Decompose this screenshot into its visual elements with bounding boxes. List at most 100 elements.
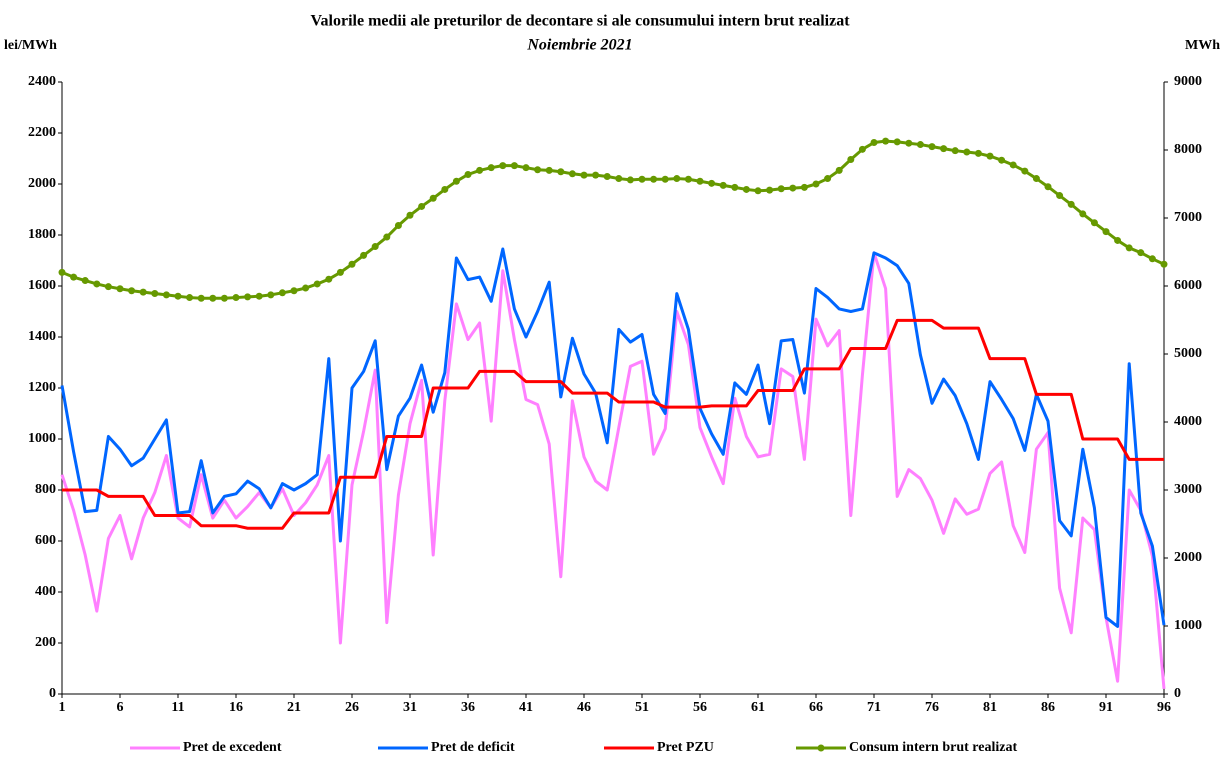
series-marker — [1067, 200, 1075, 208]
legend-label: Pret de deficit — [431, 740, 515, 755]
x-tick-label: 21 — [287, 700, 301, 715]
series-marker — [858, 145, 866, 153]
series-line — [61, 139, 1165, 300]
series-marker — [1148, 255, 1156, 263]
series-marker — [1125, 244, 1133, 252]
series-marker — [162, 291, 170, 299]
series-marker — [70, 273, 78, 281]
series-marker — [545, 166, 553, 174]
x-tick-label: 16 — [229, 700, 243, 715]
series-marker — [116, 285, 124, 293]
x-tick-label: 76 — [925, 700, 939, 715]
series-marker — [998, 156, 1006, 164]
series-marker — [1090, 219, 1098, 227]
y-tick-label: 2200 — [28, 125, 56, 140]
series-marker — [452, 177, 460, 185]
series-line — [60, 247, 1166, 628]
series-marker — [974, 149, 982, 157]
legend-label: Consum intern brut realizat — [849, 740, 1017, 755]
series-marker — [441, 185, 449, 193]
series-marker — [766, 186, 774, 194]
y-tick-label: 400 — [35, 584, 56, 599]
series-marker — [708, 179, 716, 187]
series-marker — [1160, 260, 1168, 268]
series-marker — [290, 287, 298, 295]
x-tick-label: 26 — [345, 700, 359, 715]
series-marker — [1021, 167, 1029, 175]
series-marker — [197, 294, 205, 302]
x-tick-label: 36 — [461, 700, 475, 715]
series-marker — [1102, 228, 1110, 236]
series-line — [62, 318, 1164, 530]
y-tick-label: 1400 — [28, 329, 56, 344]
y2-tick-label: 2000 — [1174, 550, 1202, 565]
series-marker — [267, 291, 275, 299]
series-marker — [1009, 161, 1017, 169]
y-tick-label: 2000 — [28, 176, 56, 191]
y2-axis-label: MWh — [1185, 38, 1220, 53]
series-marker — [638, 175, 646, 183]
x-tick-label: 51 — [635, 700, 649, 715]
series-marker — [1044, 183, 1052, 191]
series-marker — [1114, 236, 1122, 244]
series-marker — [905, 139, 913, 147]
series-line — [60, 251, 1166, 690]
series-marker — [336, 268, 344, 276]
series-marker — [186, 294, 194, 302]
series-marker — [383, 233, 391, 241]
series-marker — [754, 187, 762, 195]
y-tick-label: 1000 — [28, 431, 56, 446]
y2-tick-label: 8000 — [1174, 142, 1202, 157]
series-marker — [812, 180, 820, 188]
x-tick-label: 46 — [577, 700, 591, 715]
series-marker — [580, 171, 588, 179]
series-marker — [893, 138, 901, 146]
series-marker — [232, 294, 240, 302]
series-marker — [394, 221, 402, 229]
x-tick-label: 1 — [59, 700, 66, 715]
y-tick-label: 200 — [35, 635, 56, 650]
series-marker — [499, 162, 507, 170]
series-marker — [1032, 175, 1040, 183]
series-marker — [93, 280, 101, 288]
y-tick-label: 0 — [49, 686, 56, 701]
series-marker — [986, 152, 994, 160]
y2-tick-label: 3000 — [1174, 482, 1202, 497]
series-marker — [128, 287, 136, 295]
y2-tick-label: 6000 — [1174, 278, 1202, 293]
y-axis-label: lei/MWh — [4, 38, 57, 53]
x-tick-label: 96 — [1157, 700, 1171, 715]
x-tick-label: 81 — [983, 700, 997, 715]
series-marker — [476, 166, 484, 174]
legend-marker — [817, 744, 825, 752]
series-marker — [302, 284, 310, 292]
series-marker — [104, 283, 112, 291]
series-marker — [174, 292, 182, 300]
series-marker — [673, 175, 681, 183]
x-tick-label: 11 — [171, 700, 184, 715]
series-marker — [824, 175, 832, 183]
y2-tick-label: 9000 — [1174, 74, 1202, 89]
x-tick-label: 56 — [693, 700, 707, 715]
series-marker — [487, 164, 495, 172]
series-marker — [847, 156, 855, 164]
series-marker — [244, 293, 252, 301]
series-marker — [835, 166, 843, 174]
series-marker — [615, 175, 623, 183]
series-marker — [255, 292, 263, 300]
series-marker — [534, 166, 542, 174]
x-tick-label: 31 — [403, 700, 417, 715]
series-marker — [278, 289, 286, 297]
x-tick-label: 86 — [1041, 700, 1055, 715]
series-marker — [325, 275, 333, 283]
series-marker — [151, 289, 159, 297]
series-marker — [777, 185, 785, 193]
series-marker — [916, 141, 924, 149]
y2-tick-label: 4000 — [1174, 414, 1202, 429]
series-marker — [418, 202, 426, 210]
series-marker — [661, 175, 669, 183]
legend-label: Pret de excedent — [183, 740, 282, 755]
x-tick-label: 61 — [751, 700, 765, 715]
series-marker — [719, 181, 727, 189]
